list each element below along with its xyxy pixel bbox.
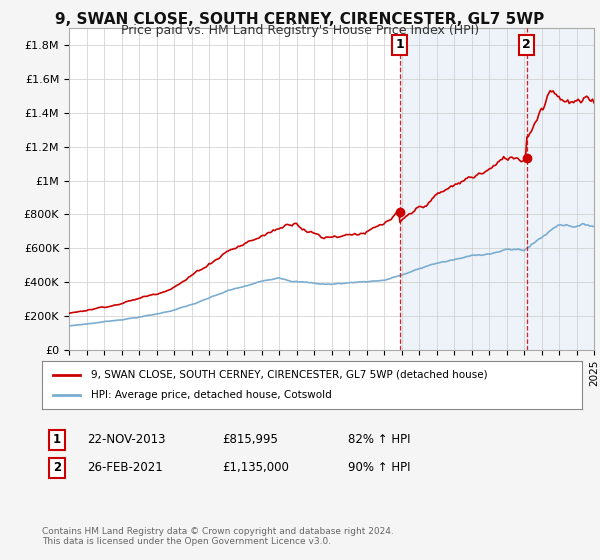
Text: 1: 1 xyxy=(53,433,61,446)
Text: 9, SWAN CLOSE, SOUTH CERNEY, CIRENCESTER, GL7 5WP: 9, SWAN CLOSE, SOUTH CERNEY, CIRENCESTER… xyxy=(55,12,545,27)
Text: £1,135,000: £1,135,000 xyxy=(222,461,289,474)
Text: 9, SWAN CLOSE, SOUTH CERNEY, CIRENCESTER, GL7 5WP (detached house): 9, SWAN CLOSE, SOUTH CERNEY, CIRENCESTER… xyxy=(91,370,487,380)
Text: 26-FEB-2021: 26-FEB-2021 xyxy=(87,461,163,474)
Text: Price paid vs. HM Land Registry's House Price Index (HPI): Price paid vs. HM Land Registry's House … xyxy=(121,24,479,36)
Text: 82% ↑ HPI: 82% ↑ HPI xyxy=(348,433,410,446)
Text: 2: 2 xyxy=(522,39,531,52)
Text: Contains HM Land Registry data © Crown copyright and database right 2024.
This d: Contains HM Land Registry data © Crown c… xyxy=(42,526,394,546)
Text: 90% ↑ HPI: 90% ↑ HPI xyxy=(348,461,410,474)
Text: HPI: Average price, detached house, Cotswold: HPI: Average price, detached house, Cots… xyxy=(91,390,331,400)
Text: 2: 2 xyxy=(53,461,61,474)
Bar xyxy=(400,28,600,350)
Text: 1: 1 xyxy=(395,39,404,52)
Text: 22-NOV-2013: 22-NOV-2013 xyxy=(87,433,166,446)
Text: £815,995: £815,995 xyxy=(222,433,278,446)
